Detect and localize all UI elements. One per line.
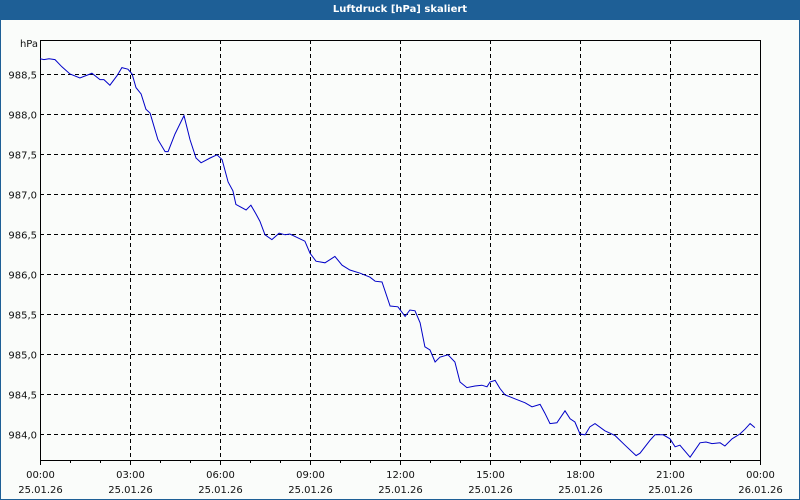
y-tick-label: 987,5	[8, 151, 37, 162]
x-tick-time: 09:00	[296, 470, 325, 481]
x-tick-date: 25.01.26	[288, 485, 333, 496]
y-tick-label: 986,5	[8, 231, 37, 242]
x-tick-time: 21:00	[656, 470, 685, 481]
x-tick-date: 25.01.26	[468, 485, 513, 496]
y-tick-label: 985,0	[8, 351, 37, 362]
plot-frame	[40, 40, 761, 465]
y-tick-label: 984,0	[8, 431, 37, 442]
chart-title: Luftdruck [hPa] skaliert	[0, 0, 800, 20]
x-tick-time: 18:00	[566, 470, 595, 481]
pressure-line	[39, 58, 756, 459]
x-tick-date: 26.01.26	[738, 485, 783, 496]
x-tick-date: 25.01.26	[558, 485, 603, 496]
x-tick-time: 15:00	[476, 470, 505, 481]
x-axis-labels: 00:00 25.01.26 03:00 25.01.26 06:00 25.01.26 0…	[18, 470, 783, 496]
x-tick-time: 06:00	[206, 470, 235, 481]
x-tick-time: 00:00	[26, 470, 55, 481]
x-tick-date: 25.01.26	[108, 485, 153, 496]
x-tick-time: 03:00	[116, 470, 145, 481]
y-tick-label: 987,0	[8, 191, 37, 202]
y-tick-label: 986,0	[8, 271, 37, 282]
x-tick-time: 00:00	[746, 470, 775, 481]
plot-border	[40, 40, 761, 461]
y-tick-label: 984,5	[8, 391, 37, 402]
y-axis-labels: 988,5 988,0 987,5 987,0 986,5 986,0 985,5 985,0…	[8, 71, 37, 442]
x-tick-date: 25.01.26	[648, 485, 693, 496]
y-tick-label: 985,5	[8, 311, 37, 322]
x-tick-date: 25.01.26	[198, 485, 243, 496]
x-tick-date: 25.01.26	[18, 485, 63, 496]
y-axis-unit: hPa	[20, 39, 38, 50]
x-tick-time: 12:00	[386, 470, 415, 481]
x-tick-date: 25.01.26	[378, 485, 423, 496]
y-tick-label: 988,5	[8, 71, 37, 82]
grid-lines	[40, 40, 760, 460]
y-tick-label: 988,0	[8, 111, 37, 122]
